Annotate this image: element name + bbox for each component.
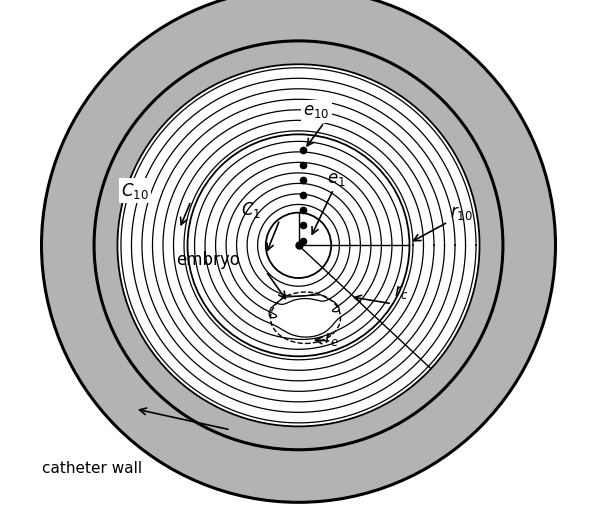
Circle shape: [94, 41, 503, 450]
Circle shape: [94, 41, 503, 450]
Text: $r_e$: $r_e$: [324, 330, 340, 348]
Text: $C_1$: $C_1$: [241, 199, 261, 219]
Text: catheter wall: catheter wall: [42, 462, 141, 476]
Text: $r_c$: $r_c$: [394, 283, 410, 301]
Text: $C_{10}$: $C_{10}$: [121, 181, 149, 201]
Text: $e_1$: $e_1$: [327, 170, 345, 188]
Text: $r_{10}$: $r_{10}$: [450, 204, 473, 222]
Text: embryo: embryo: [176, 251, 240, 269]
Circle shape: [118, 64, 479, 427]
Text: $e_{10}$: $e_{10}$: [303, 102, 330, 120]
Circle shape: [42, 0, 555, 502]
